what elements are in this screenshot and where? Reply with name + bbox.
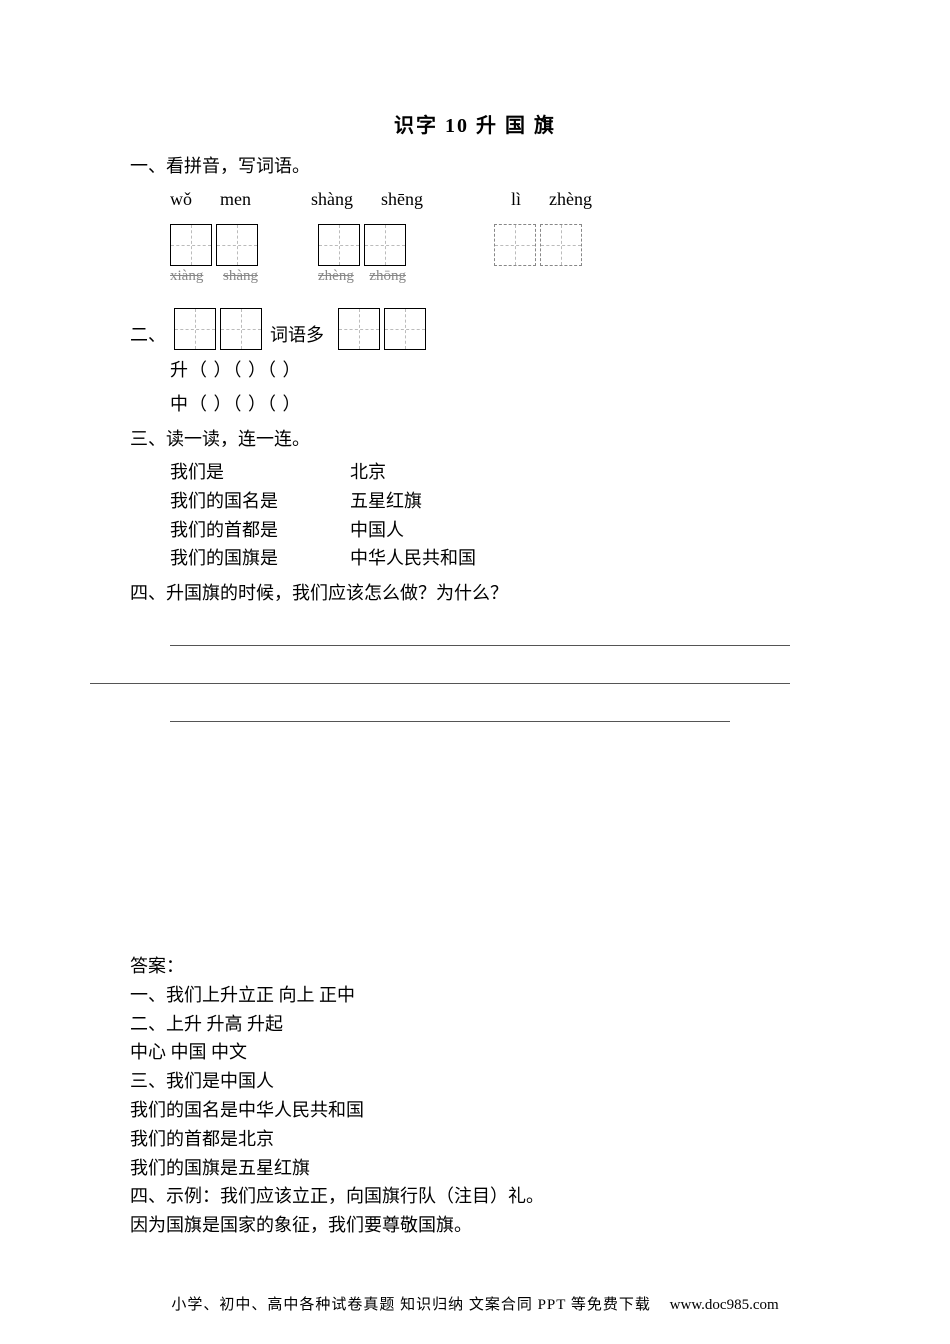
tian-box[interactable] bbox=[216, 224, 258, 266]
match-left: 我们的国旗是 bbox=[170, 544, 350, 573]
match-row: 我们是 北京 bbox=[170, 458, 820, 487]
write-box-pair[interactable] bbox=[338, 308, 426, 350]
answer-line-text: 三、我们是中国人 bbox=[130, 1067, 820, 1096]
fill-line[interactable]: 中（ ）（ ）（ ） bbox=[130, 390, 820, 419]
pinyin-pair: wǒ men bbox=[170, 185, 251, 214]
tian-box[interactable] bbox=[220, 308, 262, 350]
pinyin-pair: lì zhèng bbox=[511, 185, 592, 214]
match-right: 中国人 bbox=[350, 516, 404, 545]
answer-line[interactable] bbox=[170, 698, 730, 722]
sub-pinyin-pair: zhèng zhōng bbox=[318, 264, 406, 288]
row2-tail: 词语多 bbox=[270, 321, 324, 350]
write-box-pair[interactable] bbox=[494, 224, 582, 266]
pinyin-row-1: wǒ men shàng shēng lì zhèng bbox=[130, 185, 820, 214]
pinyin: shēng bbox=[381, 185, 423, 214]
match-right: 北京 bbox=[350, 458, 386, 487]
match-right: 中华人民共和国 bbox=[350, 544, 476, 573]
footer-link[interactable]: www.doc985.com bbox=[670, 1297, 779, 1313]
sub-pinyin: shàng bbox=[223, 264, 258, 288]
tian-box[interactable] bbox=[318, 224, 360, 266]
tian-box[interactable] bbox=[364, 224, 406, 266]
tian-box[interactable] bbox=[174, 308, 216, 350]
pinyin: shàng bbox=[311, 185, 353, 214]
write-box-pair[interactable] bbox=[174, 308, 262, 350]
match-left: 我们的首都是 bbox=[170, 516, 350, 545]
pinyin: men bbox=[220, 185, 251, 214]
answer-line-text: 我们的国名是中华人民共和国 bbox=[130, 1096, 820, 1125]
match-row: 我们的国旗是 中华人民共和国 bbox=[170, 544, 820, 573]
tian-box[interactable] bbox=[384, 308, 426, 350]
match-row: 我们的首都是 中国人 bbox=[170, 516, 820, 545]
sub-pinyin-row: xiàng shàng zhèng zhōng bbox=[130, 264, 820, 288]
answer-line-text: 一、我们上升立正 向上 正中 bbox=[130, 981, 820, 1010]
match-left: 我们的国名是 bbox=[170, 487, 350, 516]
answer-line-text: 四、示例：我们应该立正，向国旗行队（注目）礼。 bbox=[130, 1182, 820, 1211]
pinyin-pair: shàng shēng bbox=[311, 185, 423, 214]
match-row: 我们的国名是 五星红旗 bbox=[170, 487, 820, 516]
answer-line-text: 我们的国旗是五星红旗 bbox=[130, 1154, 820, 1183]
dash-box[interactable] bbox=[540, 224, 582, 266]
worksheet-page: 识字 10 升 国 旗 一、看拼音，写词语。 wǒ men shàng shēn… bbox=[0, 0, 950, 1240]
answer-line-text: 中心 中国 中文 bbox=[130, 1038, 820, 1067]
pinyin: wǒ bbox=[170, 185, 192, 214]
pinyin: lì bbox=[511, 185, 521, 214]
write-box-pair[interactable] bbox=[318, 224, 406, 266]
footer-text: 小学、初中、高中各种试卷真题 知识归纳 文案合同 PPT 等免费下载 bbox=[171, 1297, 651, 1313]
tian-box[interactable] bbox=[338, 308, 380, 350]
section3-head: 三、读一读，连一连。 bbox=[130, 425, 820, 454]
sub-pinyin: xiàng bbox=[170, 264, 203, 288]
section2-row: 二、 词语多 bbox=[130, 308, 820, 350]
answer-line-text: 因为国旗是国家的象征，我们要尊敬国旗。 bbox=[130, 1211, 820, 1240]
dash-box[interactable] bbox=[494, 224, 536, 266]
answer-line[interactable] bbox=[170, 622, 790, 646]
write-box-pair[interactable] bbox=[170, 224, 258, 266]
section2-num: 二、 bbox=[130, 321, 166, 350]
page-title: 识字 10 升 国 旗 bbox=[130, 110, 820, 142]
answers-head: 答案： bbox=[130, 952, 820, 981]
match-block[interactable]: 我们是 北京 我们的国名是 五星红旗 我们的首都是 中国人 我们的国旗是 中华人… bbox=[130, 458, 820, 573]
pinyin: zhèng bbox=[549, 185, 592, 214]
answer-line-text: 我们的首都是北京 bbox=[130, 1125, 820, 1154]
sub-pinyin-pair: xiàng shàng bbox=[170, 264, 258, 288]
answer-line-text: 二、上升 升高 升起 bbox=[130, 1010, 820, 1039]
sub-pinyin: zhèng bbox=[318, 264, 354, 288]
match-right: 五星红旗 bbox=[350, 487, 422, 516]
page-footer: 小学、初中、高中各种试卷真题 知识归纳 文案合同 PPT 等免费下载 www.d… bbox=[0, 1293, 950, 1314]
answers-block: 答案： 一、我们上升立正 向上 正中 二、上升 升高 升起 中心 中国 中文 三… bbox=[130, 952, 820, 1240]
section4-head: 四、升国旗的时候，我们应该怎么做？为什么？ bbox=[130, 579, 820, 608]
match-left: 我们是 bbox=[170, 458, 350, 487]
section1-head: 一、看拼音，写词语。 bbox=[130, 152, 820, 181]
fill-line[interactable]: 升（ ）（ ）（ ） bbox=[130, 356, 820, 385]
boxes-row-1 bbox=[130, 224, 820, 266]
tian-box[interactable] bbox=[170, 224, 212, 266]
answer-line[interactable] bbox=[90, 660, 790, 684]
sub-pinyin: zhōng bbox=[369, 264, 406, 288]
